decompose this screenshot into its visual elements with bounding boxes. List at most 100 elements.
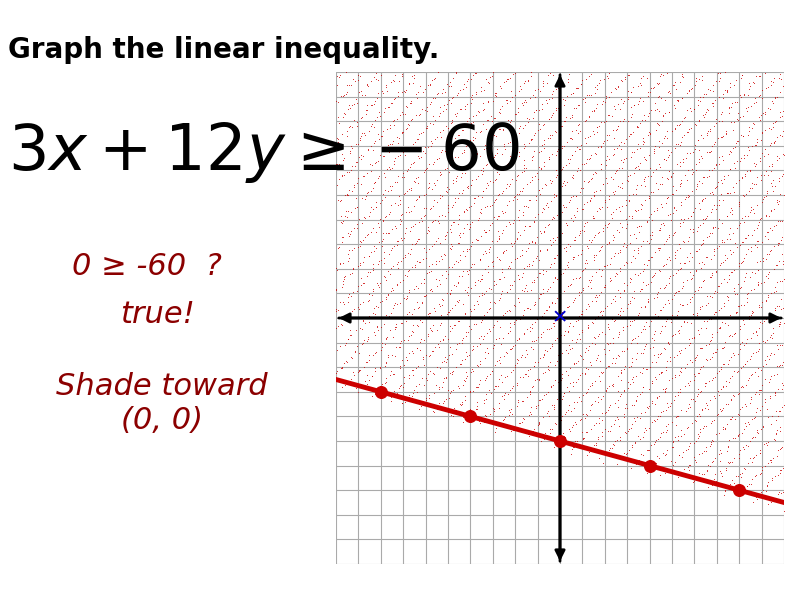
Point <box>393 381 406 391</box>
Point <box>576 427 589 436</box>
Point <box>601 239 614 249</box>
Point <box>407 371 420 380</box>
Point <box>492 211 505 221</box>
Point <box>603 362 616 371</box>
Point <box>452 130 465 140</box>
Point <box>372 218 385 227</box>
Point <box>564 134 577 143</box>
Point <box>334 70 346 80</box>
Point <box>546 318 559 328</box>
Point <box>461 76 474 85</box>
Point <box>661 145 674 155</box>
Point <box>508 317 521 326</box>
Point <box>453 383 466 393</box>
Point <box>729 143 742 152</box>
Point <box>335 217 348 227</box>
Point <box>508 319 521 328</box>
Point <box>534 146 547 156</box>
Point <box>719 250 732 259</box>
Point <box>435 300 448 310</box>
Point <box>722 482 734 492</box>
Point <box>689 352 702 361</box>
Point <box>525 343 538 352</box>
Point <box>432 67 445 77</box>
Point <box>357 151 370 161</box>
Point <box>406 389 419 398</box>
Point <box>624 296 637 305</box>
Point <box>549 127 562 137</box>
Point <box>381 312 394 322</box>
Point <box>698 422 710 431</box>
Point <box>721 253 734 262</box>
Point <box>735 154 748 163</box>
Point <box>721 212 734 221</box>
Point <box>345 207 358 217</box>
Point <box>533 293 546 302</box>
Point <box>655 348 668 358</box>
Point <box>590 292 603 302</box>
Point <box>538 136 550 145</box>
Point <box>539 389 552 398</box>
Point <box>699 446 712 455</box>
Point <box>667 230 680 240</box>
Point <box>687 227 700 236</box>
Point <box>640 280 653 290</box>
Point <box>697 194 710 204</box>
Point <box>660 193 673 203</box>
Point <box>742 441 754 451</box>
Point <box>752 280 765 290</box>
Point <box>712 449 725 459</box>
Point <box>367 328 380 337</box>
Point <box>536 76 549 86</box>
Point <box>634 302 647 312</box>
Point <box>776 487 789 496</box>
Point <box>591 432 604 442</box>
Point <box>535 332 548 342</box>
Point <box>567 321 580 331</box>
Point <box>372 326 385 335</box>
Point <box>582 112 595 122</box>
Point <box>769 472 782 481</box>
Point <box>423 204 436 214</box>
Point <box>584 283 597 292</box>
Point <box>582 281 594 290</box>
Point <box>551 315 564 325</box>
Point <box>722 170 734 179</box>
Point <box>660 314 673 323</box>
Point <box>464 180 477 190</box>
Point <box>494 255 506 265</box>
Point <box>686 292 699 302</box>
Point <box>659 299 672 308</box>
Point <box>691 389 704 399</box>
Point <box>690 121 702 130</box>
Point <box>765 76 778 86</box>
Point <box>396 110 409 119</box>
Point <box>464 306 477 316</box>
Point <box>566 377 579 386</box>
Point <box>574 140 587 150</box>
Point <box>443 95 456 104</box>
Point <box>648 350 661 360</box>
Point <box>684 106 697 116</box>
Point <box>746 308 759 318</box>
Point <box>696 423 709 433</box>
Point <box>562 239 574 249</box>
Point <box>560 242 573 251</box>
Point <box>518 305 530 314</box>
Point <box>708 246 721 256</box>
Point <box>483 283 496 293</box>
Point <box>638 424 651 433</box>
Point <box>718 301 730 311</box>
Point <box>700 379 713 388</box>
Point <box>762 499 774 509</box>
Point <box>716 382 729 391</box>
Point <box>566 88 579 98</box>
Point <box>580 197 593 207</box>
Point <box>626 353 638 363</box>
Point <box>658 466 671 476</box>
Point <box>692 449 705 459</box>
Point <box>690 179 703 189</box>
Point <box>525 135 538 145</box>
Point <box>566 445 578 454</box>
Point <box>446 115 459 124</box>
